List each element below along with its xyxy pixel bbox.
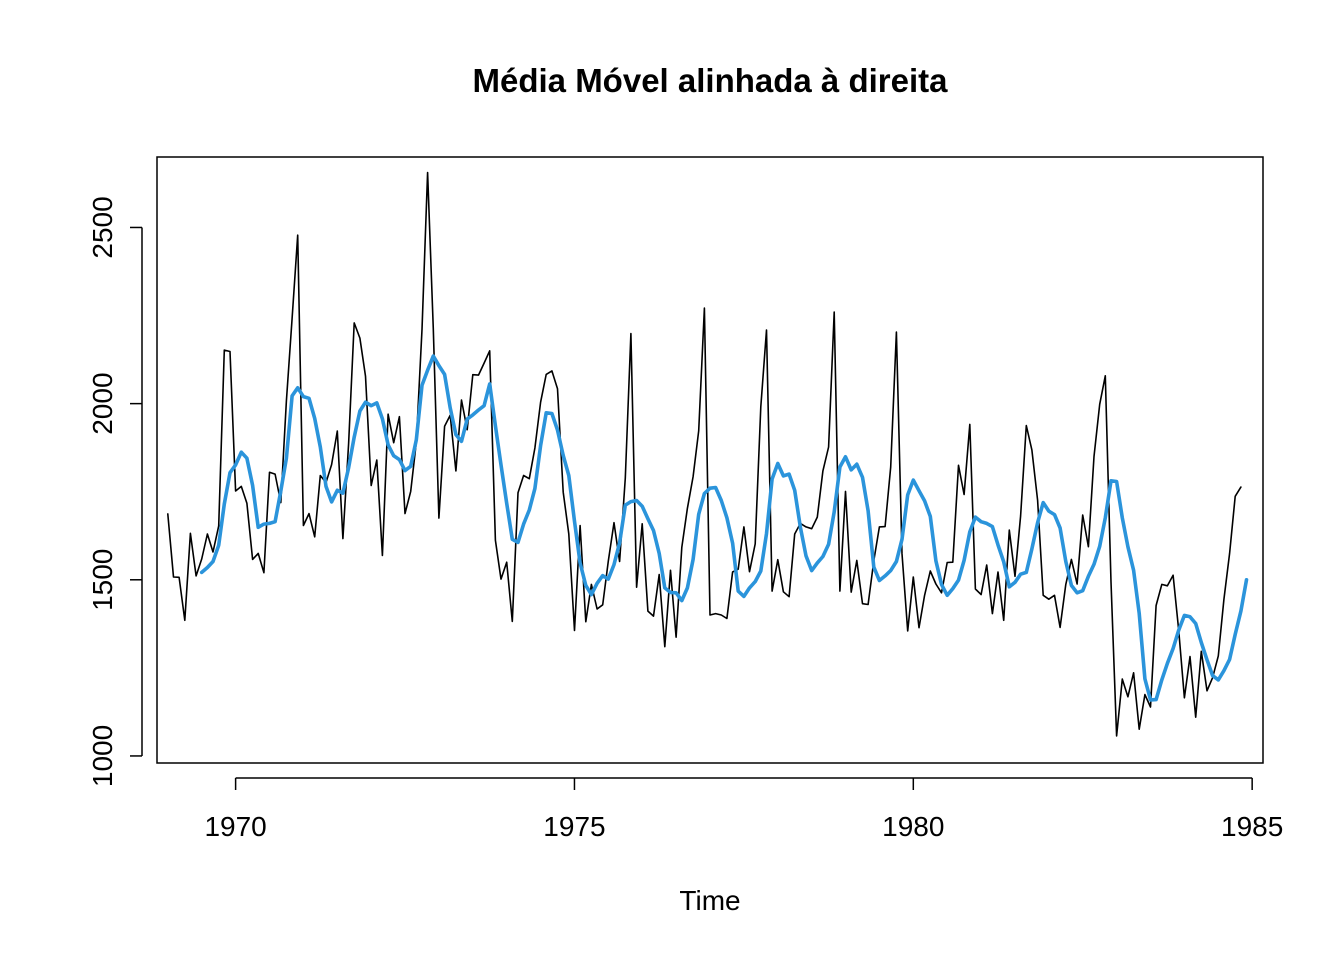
y-tick-label: 1000 xyxy=(87,725,118,787)
y-tick-label: 2000 xyxy=(87,372,118,434)
y-axis: 1000 1500 2000 2500 xyxy=(87,196,143,787)
y-tick-label: 1500 xyxy=(87,549,118,611)
x-axis-label: Time xyxy=(679,885,740,916)
x-tick-label: 1975 xyxy=(543,811,605,842)
plot-frame xyxy=(156,156,1264,764)
y-tick-label: 2500 xyxy=(87,196,118,258)
chart-title: Média Móvel alinhada à direita xyxy=(473,62,949,99)
moving-average-line xyxy=(199,354,1249,702)
series-layer xyxy=(167,171,1249,737)
x-tick-label: 1985 xyxy=(1221,811,1283,842)
x-tick-label: 1980 xyxy=(882,811,944,842)
x-tick-label: 1970 xyxy=(204,811,266,842)
x-axis: 1970 1975 1980 1985 xyxy=(204,777,1283,842)
